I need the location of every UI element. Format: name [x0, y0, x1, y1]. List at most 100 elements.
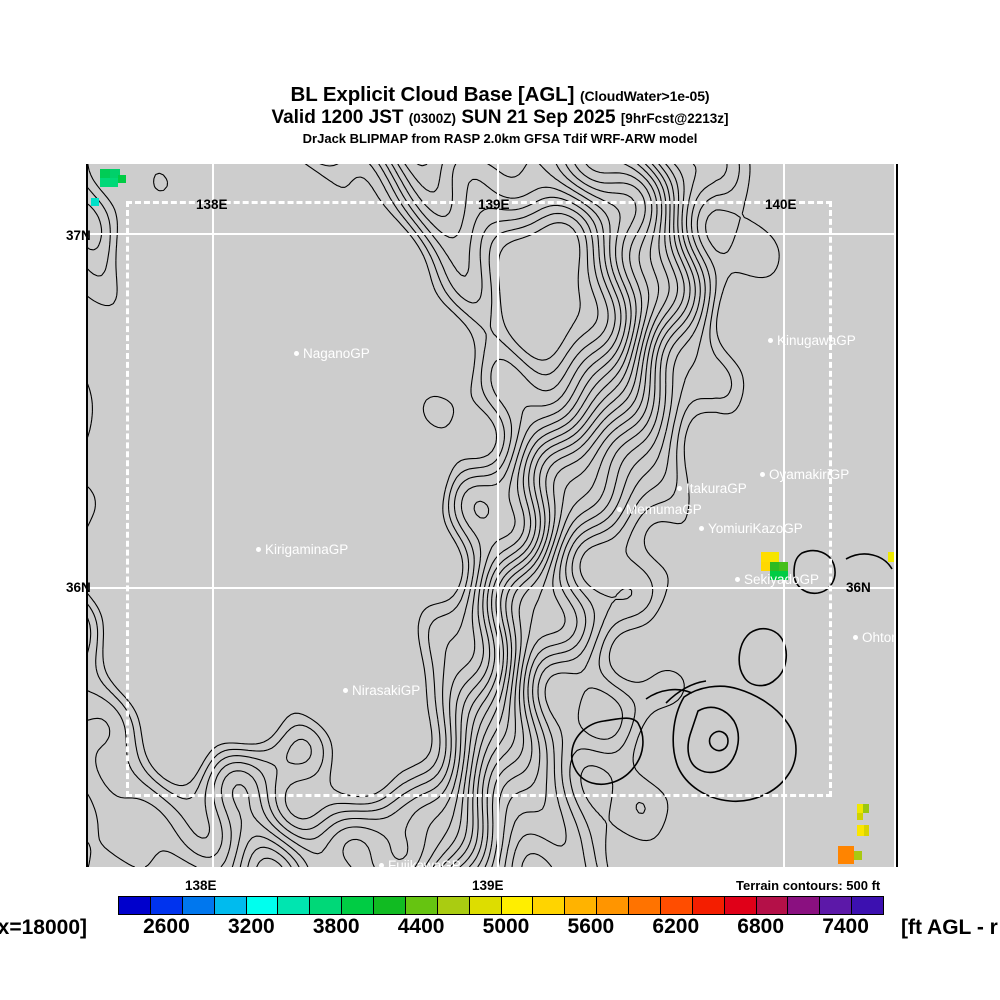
cloud-base-cell	[888, 552, 894, 562]
station-name-text: Ohtone	[862, 630, 894, 645]
forecast-domain-box	[126, 201, 832, 797]
colorbar-swatch-12[interactable]	[501, 897, 534, 914]
colorbar-swatch-0[interactable]	[119, 897, 151, 914]
station-marker-dot	[617, 506, 622, 512]
colorbar-tick-3200: 3200	[227, 915, 275, 938]
valid-time-line: Valid 1200 JST (0300Z) SUN 21 Sep 2025 […	[0, 107, 1000, 129]
cloud-base-cell	[779, 571, 788, 580]
colorbar-swatch-10[interactable]	[437, 897, 470, 914]
valid-utc-time: (0300Z)	[408, 110, 457, 126]
colorbar-swatch-23[interactable]	[852, 897, 883, 914]
station-label-naganogp[interactable]: NaganoGP	[294, 346, 370, 361]
station-name-text: FujikawaGP	[388, 858, 461, 867]
graticule-label-138e-0: 138E	[196, 197, 228, 212]
cloud-base-cell	[854, 851, 862, 860]
colorbar-tick-2600: 2600	[143, 915, 190, 938]
colorbar-tick-labels: 2600 3200 3800 4400 5000 5600 6200 6800 7400	[0, 915, 1000, 941]
station-marker-dot	[735, 576, 740, 582]
colorbar-swatch-13[interactable]	[533, 897, 566, 914]
colorbar-swatch-11[interactable]	[469, 897, 502, 914]
station-marker-dot	[699, 525, 704, 531]
colorbar-tick-7400: 7400	[822, 915, 869, 938]
valid-date: SUN 21 Sep 2025	[461, 106, 616, 128]
station-label-itakuragp[interactable]: ItakuraGP	[677, 481, 747, 496]
station-label-kirigaminagp[interactable]: KirigaminaGP	[256, 542, 348, 557]
station-label-yomiurikazogp[interactable]: YomiuriKazoGP	[699, 521, 803, 536]
cloud-base-cell	[761, 552, 770, 562]
colorbar-swatch-4[interactable]	[246, 897, 279, 914]
title-qualifier: (CloudWater>1e-05)	[579, 88, 710, 104]
cloud-base-cell	[91, 198, 99, 206]
valid-local-time: Valid 1200 JST	[271, 106, 404, 128]
cloud-base-cell	[857, 825, 864, 836]
graticule-label-36n-6: 36N	[66, 580, 91, 595]
colorbar-swatch-18[interactable]	[692, 897, 725, 914]
colorbar-swatch-5[interactable]	[278, 897, 311, 914]
cloud-base-cell	[100, 178, 109, 187]
graticule-meridian-139e	[497, 163, 499, 867]
station-label-fujikawagp[interactable]: FujikawaGP	[379, 858, 461, 867]
graticule-label-138e-3: 138E	[185, 878, 217, 893]
colorbar[interactable]: 2600 3200 3800 4400 5000 5600 6200 6800 7400 ax=…	[0, 896, 1000, 942]
colorbar-swatch-1[interactable]	[150, 897, 183, 914]
graticule-meridian-140e	[783, 163, 785, 867]
graticule-label-140e-2: 140E	[765, 197, 797, 212]
cloud-base-cell	[118, 175, 126, 183]
station-name-text: SekiyadoGP	[744, 572, 820, 587]
colorbar-swatch-16[interactable]	[629, 897, 661, 914]
station-marker-dot	[343, 687, 348, 693]
station-marker-dot	[379, 862, 384, 867]
colorbar-swatch-9[interactable]	[405, 897, 438, 914]
colorbar-swatch-22[interactable]	[820, 897, 853, 914]
colorbar-left-label: ax=18000]	[0, 916, 88, 939]
cloud-base-cell	[109, 178, 118, 187]
colorbar-swatch-3[interactable]	[214, 897, 247, 914]
colorbar-swatch-14[interactable]	[565, 897, 598, 914]
station-marker-dot	[677, 485, 682, 491]
station-name-text: KirigaminaGP	[265, 542, 349, 557]
cloud-base-cell	[770, 552, 779, 562]
station-label-nirasakigp[interactable]: NirasakiGP	[343, 683, 420, 698]
colorbar-swatches[interactable]	[118, 896, 884, 915]
colorbar-swatch-8[interactable]	[374, 897, 406, 914]
cloud-base-cell	[838, 846, 854, 864]
station-label-ohtone[interactable]: Ohtone	[853, 630, 894, 645]
station-name-text: NirasakiGP	[352, 683, 421, 698]
colorbar-swatch-17[interactable]	[660, 897, 693, 914]
colorbar-tick-5000: 5000	[482, 915, 530, 938]
graticule-label-139e-4: 139E	[472, 878, 504, 893]
colorbar-swatch-21[interactable]	[788, 897, 821, 914]
graticule-label-36n-7: 36N	[846, 580, 871, 595]
station-name-text: ItakuraGP	[686, 481, 747, 496]
station-name-text: MemumaGP	[626, 502, 702, 517]
chart-title-block: BL Explicit Cloud Base [AGL] (CloudWater…	[0, 84, 1000, 147]
cloud-base-cell	[110, 169, 120, 178]
map-canvas[interactable]: NaganoGP KirigaminaGP NirasakiGP FujikawaGP…	[86, 163, 894, 867]
colorbar-swatch-2[interactable]	[182, 897, 215, 914]
station-label-sekiyadogp[interactable]: SekiyadoGP	[735, 572, 819, 587]
station-marker-dot	[256, 546, 261, 552]
colorbar-swatch-19[interactable]	[724, 897, 757, 914]
colorbar-swatch-6[interactable]	[310, 897, 343, 914]
model-source-line: DrJack BLIPMAP from RASP 2.0km GFSA Tdif…	[302, 131, 698, 147]
colorbar-swatch-15[interactable]	[597, 897, 629, 914]
colorbar-swatch-20[interactable]	[756, 897, 789, 914]
cloud-base-cell	[761, 562, 770, 571]
graticule-label-139e-1: 139E	[478, 197, 510, 212]
station-marker-dot	[768, 337, 773, 343]
cloud-base-cell	[863, 804, 869, 813]
cloud-base-cell	[770, 562, 779, 571]
page-title: BL Explicit Cloud Base [AGL] (CloudWater…	[0, 84, 1000, 106]
cloud-base-cell	[770, 571, 779, 580]
map-panel[interactable]: NaganoGP KirigaminaGP NirasakiGP FujikawaGP…	[86, 163, 894, 867]
terrain-contours	[86, 163, 893, 867]
forecast-hour-badge: [9hrFcst@2213z]	[620, 110, 729, 126]
graticule-meridian-138e	[212, 163, 214, 867]
station-label-kinugawagp[interactable]: KinugawaGP	[768, 333, 856, 348]
colorbar-swatch-7[interactable]	[342, 897, 374, 914]
graticule-label-37n-5: 37N	[66, 228, 91, 243]
station-name-text: KinugawaGP	[777, 333, 856, 348]
station-label-oyamakirigp[interactable]: OyamakiriGP	[760, 467, 849, 482]
title-main: BL Explicit Cloud Base [AGL]	[290, 83, 575, 106]
station-label-memumagp[interactable]: MemumaGP	[617, 502, 702, 517]
